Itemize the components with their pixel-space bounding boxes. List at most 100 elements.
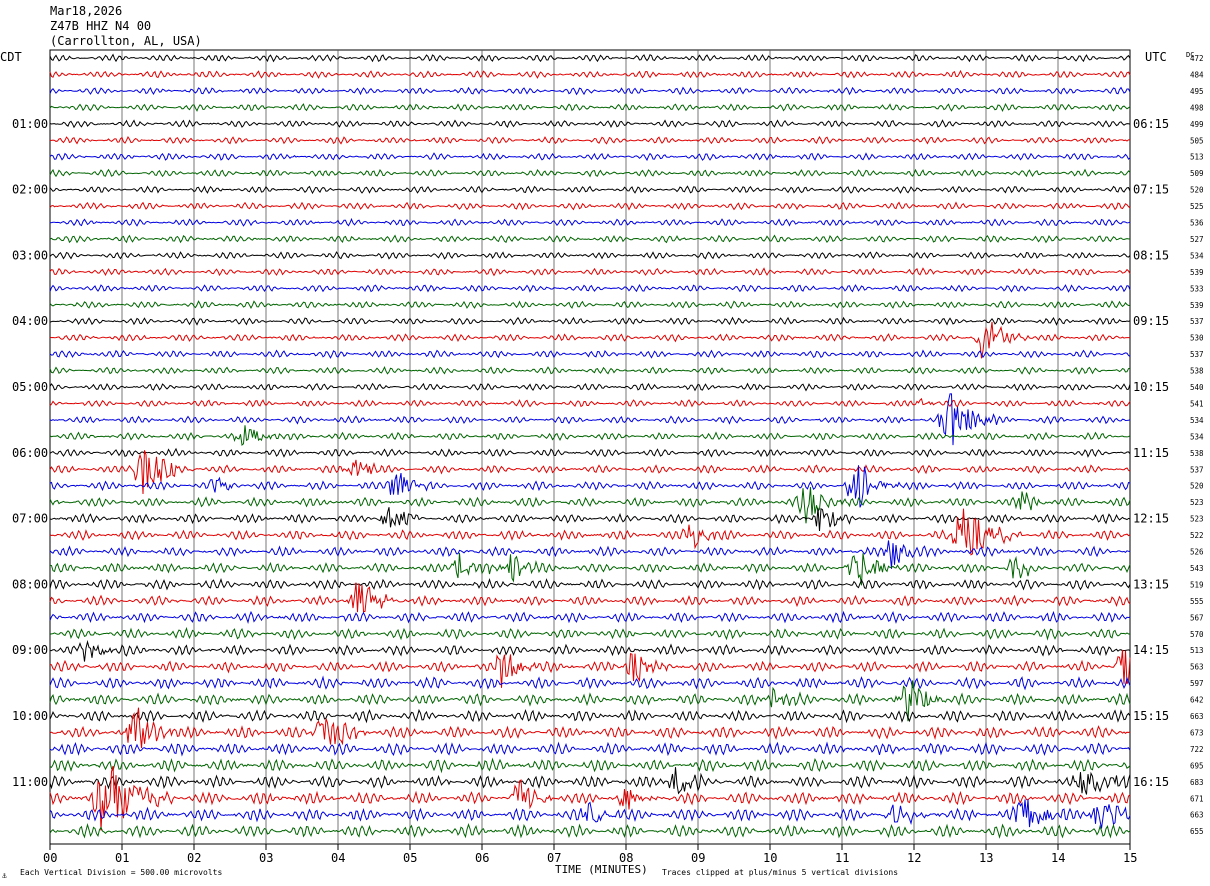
- dc-offset-label: 543: [1190, 564, 1204, 573]
- vertical-scale-note: Each Vertical Division = 500.00 microvol…: [20, 868, 222, 877]
- dc-header-label: DC: [1186, 51, 1194, 59]
- dc-offset-label: 567: [1190, 613, 1204, 622]
- right-hour-label: 06:15: [1133, 117, 1169, 131]
- trace-row-13: [49, 267, 1131, 277]
- trace-row-19: [49, 365, 1131, 375]
- dc-offset-label: 673: [1190, 728, 1204, 737]
- trace-row-38: [49, 675, 1131, 691]
- plot-frame: [49, 49, 1131, 845]
- left-hour-label: 08:00: [12, 577, 48, 591]
- x-tick-label: 06: [475, 851, 489, 865]
- trace-row-20: [49, 382, 1131, 392]
- dc-offset-label: 530: [1190, 334, 1204, 343]
- trace-row-24: [49, 447, 1131, 458]
- trace-row-31: [49, 552, 1131, 586]
- dc-offset-label: 499: [1190, 120, 1204, 129]
- left-hour-label: 01:00: [12, 117, 48, 131]
- left-hour-label: 11:00: [12, 775, 48, 789]
- right-hour-label: 11:15: [1133, 446, 1169, 460]
- trace-row-8: [49, 185, 1131, 195]
- station-id: Z47B HHZ N4 00: [50, 19, 152, 33]
- right-timezone-label: UTC: [1145, 50, 1167, 64]
- trace-row-15: [49, 300, 1131, 309]
- dc-offset-label: 695: [1190, 761, 1204, 770]
- trace-row-2: [49, 86, 1131, 96]
- dc-offset-label: 597: [1190, 679, 1204, 688]
- x-tick-label: 05: [403, 851, 417, 865]
- trace-row-36: [50, 639, 1131, 662]
- dc-offset-label: 527: [1190, 235, 1204, 244]
- trace-row-22: [49, 393, 1131, 446]
- right-hour-labels: 06:15 07:15 08:15 09:15 10:15 11:15 12:15 13:15…: [1133, 117, 1169, 789]
- chart-date: Mar18,2026: [50, 4, 123, 18]
- trace-row-5: [50, 135, 1131, 145]
- trace-row-44: [49, 767, 1131, 795]
- dc-offset-label: 495: [1190, 87, 1204, 96]
- dc-offset-label: 513: [1190, 153, 1204, 162]
- trace-row-14: [49, 284, 1131, 293]
- dc-offset-label: 537: [1190, 465, 1204, 474]
- trace-row-1: [49, 69, 1131, 79]
- x-tick-label: 15: [1123, 851, 1137, 865]
- trace-row-18: [49, 349, 1131, 359]
- anchor-icon: ⚓: [2, 871, 7, 880]
- dc-offset-label: 505: [1190, 136, 1204, 145]
- x-tick-label: 04: [331, 851, 345, 865]
- trace-row-41: [49, 707, 1131, 749]
- dc-offset-label: 539: [1190, 301, 1204, 310]
- dc-offset-label: 537: [1190, 350, 1204, 359]
- trace-row-37: [49, 649, 1131, 688]
- clip-note: Traces clipped at plus/minus 5 vertical …: [662, 868, 898, 877]
- dc-offset-label: 537: [1190, 317, 1204, 326]
- left-hour-label: 09:00: [12, 643, 48, 657]
- trace-row-11: [49, 234, 1131, 244]
- station-location: (Carrollton, AL, USA): [50, 34, 202, 48]
- right-hour-label: 09:15: [1133, 314, 1169, 328]
- trace-row-9: [49, 201, 1131, 211]
- dc-offset-label: 538: [1190, 449, 1204, 458]
- x-tick-label: 01: [115, 851, 129, 865]
- dc-offset-label: 540: [1190, 383, 1204, 392]
- dc-offset-label: 498: [1190, 103, 1204, 112]
- dc-offset-label: 538: [1190, 367, 1204, 376]
- right-hour-label: 15:15: [1133, 709, 1169, 723]
- dc-offset-label: 655: [1190, 827, 1204, 836]
- dc-offset-label: 484: [1190, 70, 1204, 79]
- trace-row-7: [49, 168, 1131, 178]
- trace-row-6: [49, 152, 1131, 162]
- dc-offset-labels: 472 484 495 498 499 505 513 509 520 525 536 527 534 5…: [1190, 54, 1204, 836]
- minute-gridlines: [121, 50, 1059, 844]
- dc-offset-label: 520: [1190, 482, 1204, 491]
- trace-row-10: [49, 217, 1131, 227]
- x-tick-label: 11: [835, 851, 849, 865]
- x-tick-label: 14: [1051, 851, 1065, 865]
- dc-offset-label: 522: [1190, 531, 1204, 540]
- dc-offset-label: 534: [1190, 432, 1204, 441]
- right-hour-label: 07:15: [1133, 183, 1169, 197]
- trace-row-32: [49, 577, 1131, 591]
- right-hour-label: 12:15: [1133, 512, 1169, 526]
- trace-row-0: [49, 53, 1131, 63]
- dc-offset-label: 563: [1190, 663, 1204, 672]
- dc-offset-label: 509: [1190, 169, 1204, 178]
- x-tick-label: 00: [43, 851, 57, 865]
- left-hour-label: 03:00: [12, 248, 48, 262]
- x-axis-title: TIME (MINUTES): [555, 863, 648, 876]
- trace-row-33: [49, 582, 1131, 613]
- left-hour-label: 10:00: [12, 709, 48, 723]
- x-tick-label: 03: [259, 851, 273, 865]
- dc-offset-label: 534: [1190, 416, 1204, 425]
- seismic-traces: [49, 53, 1131, 839]
- right-hour-label: 10:15: [1133, 380, 1169, 394]
- left-hour-label: 06:00: [12, 446, 48, 460]
- right-hour-label: 16:15: [1133, 775, 1169, 789]
- left-hour-label: 07:00: [12, 512, 48, 526]
- dc-offset-label: 541: [1190, 399, 1204, 408]
- trace-row-29: [49, 508, 1131, 556]
- dc-offset-label: 523: [1190, 515, 1204, 524]
- dc-offset-label: 533: [1190, 284, 1204, 293]
- dc-offset-label: 663: [1190, 712, 1204, 721]
- dc-offset-label: 513: [1190, 646, 1204, 655]
- dc-offset-label: 683: [1190, 778, 1204, 787]
